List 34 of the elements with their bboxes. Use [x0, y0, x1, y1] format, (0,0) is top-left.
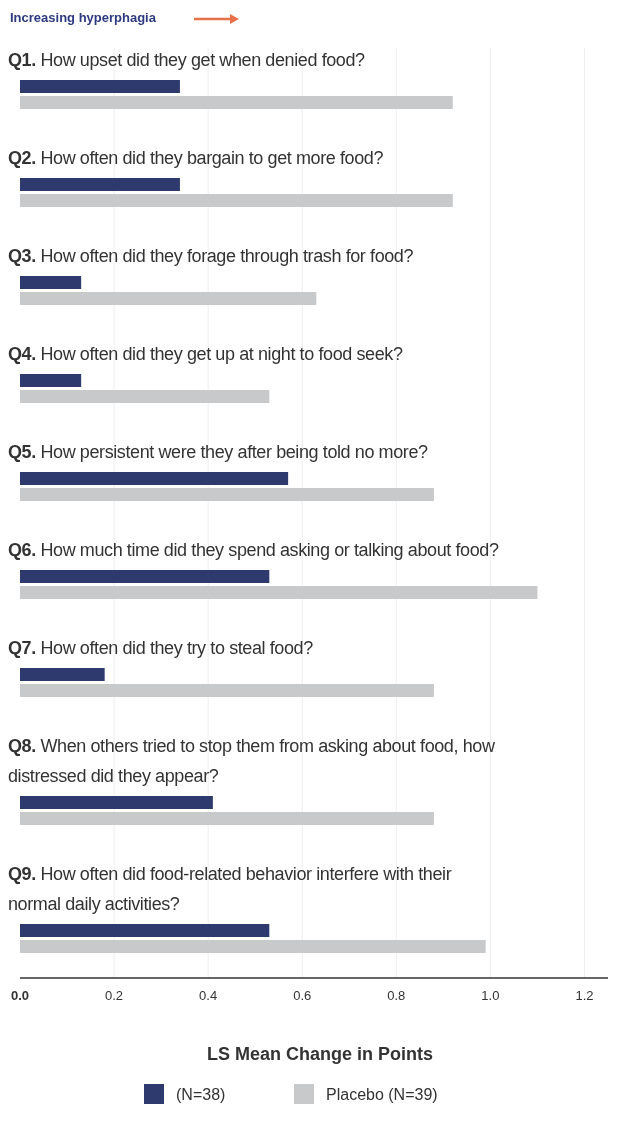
y-tick-label: Q6. How much time did they spend asking or talking about food? — [8, 540, 499, 560]
y-tick-label: Q9. How often did food-related behavior interfere with their normal daily activities? — [8, 864, 452, 914]
x-tick-label: 1.2 — [575, 988, 594, 1003]
bar — [20, 194, 453, 207]
x-tick-label: 0.0 — [10, 988, 30, 1003]
bar — [20, 374, 82, 387]
bar — [20, 668, 105, 681]
bar — [20, 472, 289, 485]
y-tick-label: Q1. How upset did they get when denied food? — [8, 50, 366, 70]
legend-label: Placebo (N=39) — [326, 1086, 438, 1103]
x-tick-label: 1.0 — [481, 988, 500, 1003]
y-tick-label: Q2. How often did they bargain to get more food? — [8, 148, 384, 168]
text: Increasing hyperphagia — [10, 10, 157, 25]
x-tick-label: 0.4 — [199, 988, 218, 1003]
bar — [20, 570, 270, 583]
bar — [20, 586, 538, 599]
bar — [20, 390, 270, 403]
bar — [20, 96, 453, 109]
legend-label: (N=38) — [176, 1086, 226, 1103]
x-axis-title: LS Mean Change in Points — [206, 1044, 434, 1064]
x-tick-label: 0.8 — [387, 988, 406, 1003]
x-tick-label: 0.2 — [105, 988, 124, 1003]
bar — [20, 292, 317, 305]
y-tick-label: Q3. How often did they forage through trash for food? — [8, 246, 414, 266]
y-tick-label: Q4. How often did they get up at night to food seek? — [8, 344, 403, 364]
bar — [20, 488, 434, 501]
bar — [20, 80, 180, 93]
y-tick-label: Q8. When others tried to stop them from asking about food, how distressed did they appear? — [8, 736, 496, 786]
y-tick-label: Q5. How persistent were they after being told no more? — [8, 442, 429, 462]
x-tick-label: 0.6 — [293, 988, 312, 1003]
bar — [20, 178, 180, 191]
bar — [20, 684, 434, 697]
bar — [20, 276, 82, 289]
y-tick-label: Q7. How often did they try to steal food? — [8, 638, 314, 658]
